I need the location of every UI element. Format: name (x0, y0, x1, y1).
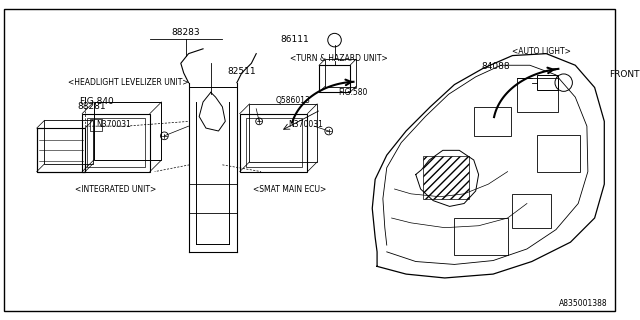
Bar (513, 194, 551, 228)
Text: Q586013: Q586013 (276, 96, 310, 105)
Text: A835001388: A835001388 (559, 299, 607, 308)
Text: FIG.580: FIG.580 (339, 88, 368, 97)
Bar (94, 102, 161, 160)
Text: FIG.840: FIG.840 (79, 98, 114, 107)
Text: FRONT: FRONT (609, 70, 639, 79)
Bar (474, 107, 511, 136)
Text: 86111: 86111 (281, 35, 309, 44)
Text: N370031: N370031 (288, 120, 323, 129)
Text: 88281: 88281 (77, 102, 106, 111)
Text: <TURN & HAZARD UNIT>: <TURN & HAZARD UNIT> (289, 54, 387, 63)
Bar (44, 120, 93, 164)
Text: <AUTO LIGHT>: <AUTO LIGHT> (512, 47, 571, 56)
Bar (536, 135, 580, 172)
Bar (36, 128, 85, 172)
Bar (90, 119, 102, 131)
Text: 82511: 82511 (227, 67, 256, 76)
Bar (246, 118, 301, 167)
Text: <INTEGRATED UNIT>: <INTEGRATED UNIT> (76, 185, 157, 194)
Text: <HEADLIGHT LEVELIZER UNIT>: <HEADLIGHT LEVELIZER UNIT> (68, 78, 188, 87)
Text: <SMAT MAIN ECU>: <SMAT MAIN ECU> (253, 185, 326, 194)
Circle shape (328, 33, 341, 47)
Text: N370031: N370031 (97, 120, 132, 129)
Bar (454, 218, 508, 255)
Text: 84088: 84088 (481, 62, 509, 71)
Bar (240, 114, 307, 172)
Bar (250, 104, 317, 162)
Bar (422, 156, 469, 199)
Bar (36, 128, 85, 172)
Bar (325, 60, 356, 86)
Bar (536, 75, 558, 90)
Bar (517, 78, 558, 112)
Bar (82, 114, 150, 172)
Bar (319, 65, 350, 92)
Text: 88283: 88283 (172, 28, 200, 37)
Bar (87, 118, 145, 167)
